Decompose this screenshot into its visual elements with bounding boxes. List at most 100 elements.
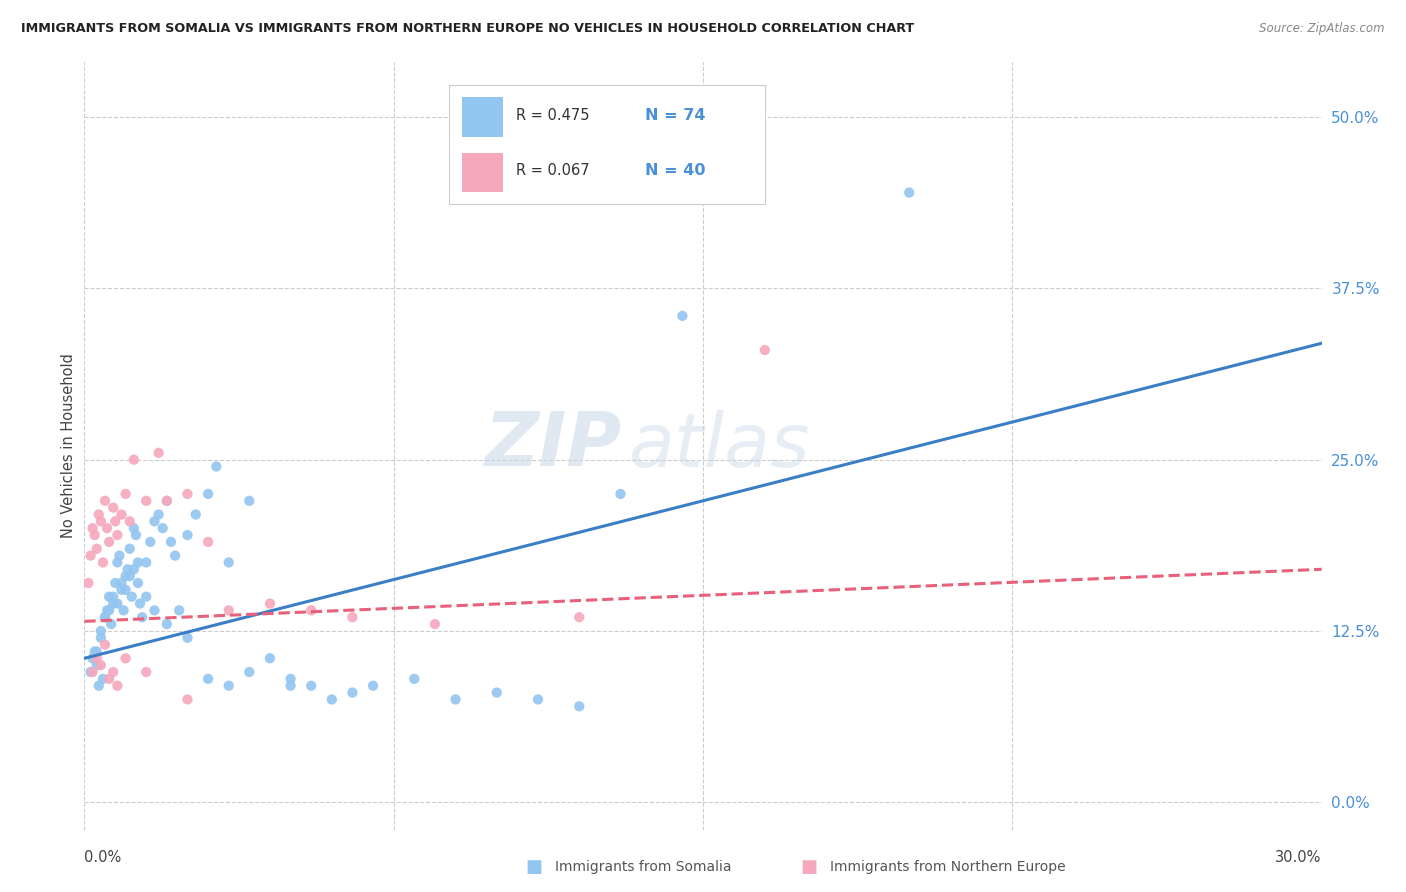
Point <box>671 309 693 323</box>
Point <box>96 521 118 535</box>
Point <box>135 665 157 679</box>
Point <box>148 508 170 522</box>
Text: ■: ■ <box>526 858 543 876</box>
Point <box>82 665 104 679</box>
Point <box>148 446 170 460</box>
Point <box>127 576 149 591</box>
Point <box>754 343 776 358</box>
Text: Immigrants from Somalia: Immigrants from Somalia <box>555 860 733 874</box>
Point <box>87 508 110 522</box>
Point <box>167 603 190 617</box>
Point <box>117 562 139 576</box>
Point <box>86 541 108 556</box>
Point <box>176 528 198 542</box>
Point <box>86 644 108 658</box>
Point <box>114 582 136 597</box>
Point <box>197 534 219 549</box>
Point <box>321 692 343 706</box>
Point <box>105 528 128 542</box>
Point <box>110 576 132 591</box>
Point <box>361 679 384 693</box>
Point <box>94 610 117 624</box>
Point <box>79 665 101 679</box>
Point <box>184 508 207 522</box>
Point <box>87 679 110 693</box>
Point <box>105 556 128 570</box>
Point <box>238 665 260 679</box>
Text: ZIP: ZIP <box>485 409 623 483</box>
Point <box>90 624 112 638</box>
Point <box>342 685 364 699</box>
Point <box>105 597 128 611</box>
Point <box>94 610 117 624</box>
Point <box>83 644 105 658</box>
Point <box>135 590 157 604</box>
Point <box>104 514 127 528</box>
Point <box>121 590 143 604</box>
Text: Immigrants from Northern Europe: Immigrants from Northern Europe <box>830 860 1066 874</box>
Point <box>103 597 125 611</box>
Point <box>108 549 131 563</box>
Point <box>129 597 152 611</box>
Point <box>98 672 121 686</box>
Point <box>259 597 281 611</box>
Point <box>197 487 219 501</box>
Point <box>122 521 145 535</box>
Point <box>83 528 105 542</box>
Point <box>165 549 187 563</box>
Point <box>423 617 446 632</box>
Point <box>527 692 550 706</box>
Point <box>122 562 145 576</box>
Point <box>176 631 198 645</box>
Point <box>139 534 162 549</box>
Point <box>114 569 136 583</box>
Point <box>96 603 118 617</box>
Point <box>156 493 179 508</box>
Point <box>103 500 125 515</box>
Point <box>110 582 132 597</box>
Point <box>143 603 166 617</box>
Point <box>105 679 128 693</box>
Point <box>98 603 121 617</box>
Point <box>82 521 104 535</box>
Point <box>103 665 125 679</box>
Point <box>131 610 153 624</box>
Point <box>90 631 112 645</box>
Point <box>94 493 117 508</box>
Point <box>98 534 121 549</box>
Point <box>404 672 426 686</box>
Point <box>299 679 322 693</box>
Point <box>91 672 114 686</box>
Point <box>90 658 112 673</box>
Point <box>86 658 108 673</box>
Text: 30.0%: 30.0% <box>1275 850 1322 865</box>
Point <box>152 521 174 535</box>
Point <box>94 638 117 652</box>
Point <box>143 514 166 528</box>
Point <box>118 514 141 528</box>
Point <box>114 651 136 665</box>
Point <box>112 603 135 617</box>
Point <box>280 672 302 686</box>
Point <box>127 556 149 570</box>
Point <box>176 692 198 706</box>
Point <box>122 452 145 467</box>
Point <box>568 610 591 624</box>
Point <box>77 576 100 591</box>
Point <box>118 569 141 583</box>
Point <box>205 459 228 474</box>
Point <box>82 651 104 665</box>
Point <box>444 692 467 706</box>
Point <box>218 603 240 617</box>
Point <box>98 590 121 604</box>
Point <box>91 556 114 570</box>
Point <box>125 528 148 542</box>
Point <box>103 590 125 604</box>
Point <box>110 508 132 522</box>
Point <box>156 617 179 632</box>
Point <box>86 651 108 665</box>
Point <box>156 493 179 508</box>
Point <box>79 549 101 563</box>
Y-axis label: No Vehicles in Household: No Vehicles in Household <box>60 353 76 539</box>
Point <box>218 679 240 693</box>
